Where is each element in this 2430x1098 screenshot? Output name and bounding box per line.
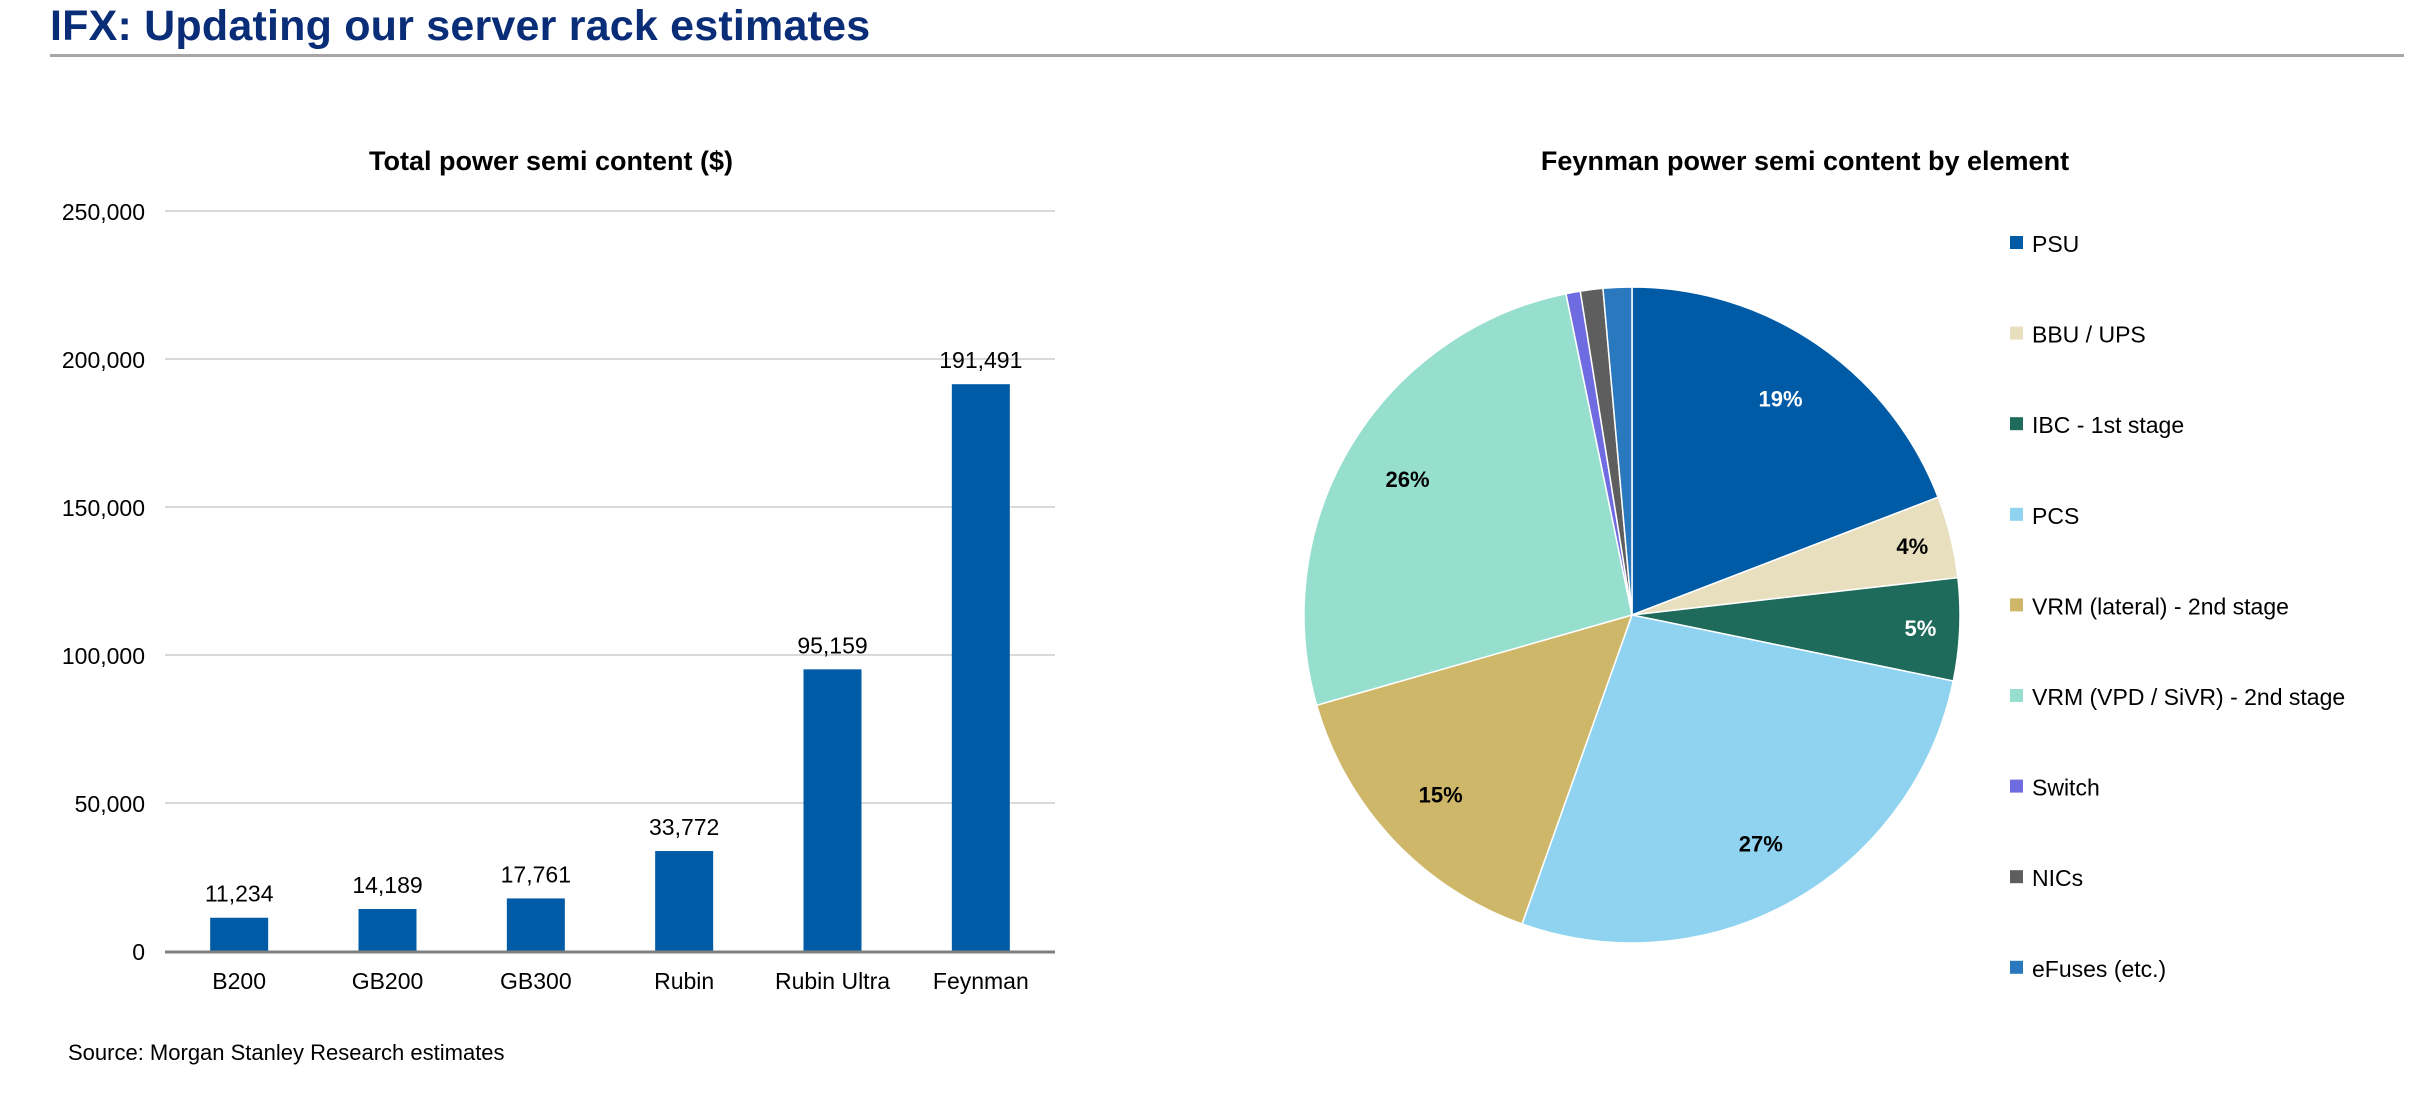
bar-x-tick-label: GB200 <box>352 968 424 994</box>
pie-chart-slices <box>1303 286 1961 944</box>
bar-chart-x-axis: B200 GB200 GB300 Rubin Rubin Ultra Feynman <box>165 950 1055 994</box>
bar-x-tick-label: Rubin <box>654 968 714 994</box>
bar-data-label: 11,234 <box>205 881 274 907</box>
bar-data-label: 14,189 <box>352 872 422 898</box>
bar-rubin-ultra <box>803 669 862 951</box>
bar-y-tick-label: 250,000 <box>62 199 145 225</box>
legend-label: PSU <box>2032 231 2079 257</box>
bar-b200 <box>210 917 269 951</box>
bar-chart-gridlines <box>165 210 1055 804</box>
legend-item: PCS <box>2010 503 2079 529</box>
legend-label: VRM (VPD / SiVR) - 2nd stage <box>2032 684 2345 710</box>
legend-swatch <box>2010 870 2023 884</box>
title-divider <box>50 54 2404 57</box>
pie-pct-label: 15% <box>1419 783 1463 808</box>
bar-data-label: 17,761 <box>501 861 571 887</box>
legend-label: eFuses (etc.) <box>2032 956 2166 982</box>
pie-pct-label: 19% <box>1759 387 1803 412</box>
legend-swatch <box>2010 960 2023 974</box>
bar-x-tick-label: Feynman <box>933 968 1029 994</box>
legend-item: VRM (VPD / SiVR) - 2nd stage <box>2010 684 2345 710</box>
bar-feynman <box>951 384 1010 951</box>
bar-data-label: 33,772 <box>649 814 719 840</box>
legend-label: IBC - 1st stage <box>2032 412 2184 438</box>
bar-y-tick-label: 100,000 <box>62 643 145 669</box>
pie-pct-label: 27% <box>1739 832 1783 857</box>
legend-item: PSU <box>2010 231 2079 257</box>
legend-swatch <box>2010 417 2023 431</box>
legend-label: NICs <box>2032 865 2083 891</box>
bar-data-label: 95,159 <box>797 632 867 658</box>
bar-chart-bars <box>210 384 1010 951</box>
legend-label: BBU / UPS <box>2032 322 2146 348</box>
bar-gb300 <box>506 898 565 951</box>
pie-slice-vrm-vpd-sivr-2nd-stage <box>1303 292 1633 707</box>
pie-slice-efuses-etc <box>1602 286 1633 616</box>
legend-label: Switch <box>2032 775 2100 801</box>
legend-swatch <box>2010 236 2023 249</box>
legend-swatch <box>2010 326 2023 340</box>
legend-label: VRM (lateral) - 2nd stage <box>2032 593 2289 619</box>
pie-chart-pct-labels: 19% 4% 5% 27% 15% 26% <box>1386 387 1937 857</box>
legend-item: Switch <box>2010 775 2100 801</box>
legend-item: VRM (lateral) - 2nd stage <box>2010 593 2289 619</box>
page-title: IFX: Updating our server rack estimates <box>50 2 871 50</box>
bar-y-tick-label: 150,000 <box>62 495 145 521</box>
bar-rubin <box>655 851 714 951</box>
pie-pct-label: 26% <box>1386 467 1430 492</box>
legend-item: BBU / UPS <box>2010 322 2146 348</box>
pie-slice-psu <box>1631 286 1940 617</box>
pie-slice-pcs <box>1521 614 1955 944</box>
legend-swatch <box>2010 689 2023 702</box>
bar-gb200 <box>358 909 417 951</box>
legend-swatch <box>2010 598 2023 612</box>
pie-chart-title: Feynman power semi content by element <box>1541 146 2069 176</box>
bar-y-tick-label: 0 <box>132 939 145 965</box>
legend-label: PCS <box>2032 503 2079 529</box>
bar-x-tick-label: GB300 <box>500 968 572 994</box>
bar-x-tick-label: B200 <box>212 968 266 994</box>
bar-y-tick-label: 200,000 <box>62 347 145 373</box>
bar-chart-data-labels: 11,234 14,189 17,761 33,772 95,159 191,491 <box>205 347 1023 907</box>
legend-item: eFuses (etc.) <box>2010 956 2166 982</box>
bar-chart-title: Total power semi content ($) <box>369 146 733 176</box>
source-note: Source: Morgan Stanley Research estimate… <box>68 1040 505 1065</box>
legend-item: NICs <box>2010 865 2083 891</box>
legend-item: IBC - 1st stage <box>2010 412 2184 438</box>
bar-y-tick-label: 50,000 <box>75 791 145 817</box>
pie-pct-label: 4% <box>1896 534 1928 559</box>
legend-swatch <box>2010 507 2023 521</box>
bar-chart-y-axis: 0 50,000 100,000 150,000 200,000 250,000 <box>62 199 145 965</box>
pie-slice-vrm-lateral-2nd-stage <box>1315 613 1634 925</box>
legend-swatch <box>2010 779 2023 793</box>
pie-chart-legend: PSU BBU / UPS IBC - 1st stage PCS VRM (later… <box>2010 231 2345 982</box>
bar-x-tick-label: Rubin Ultra <box>775 968 890 994</box>
pie-pct-label: 5% <box>1904 616 1936 641</box>
bar-data-label: 191,491 <box>939 347 1022 373</box>
